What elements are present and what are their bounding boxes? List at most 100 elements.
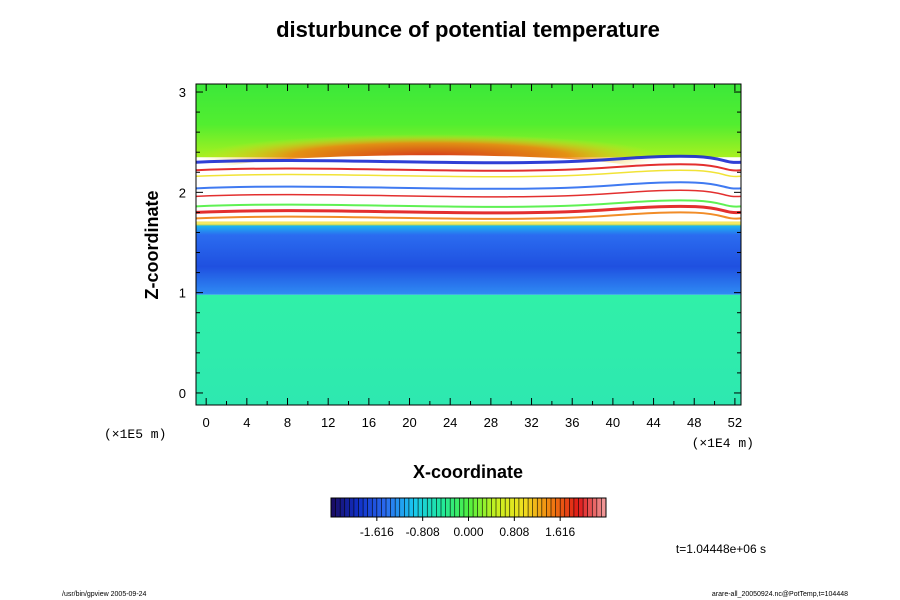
colorbar-cell <box>569 498 575 517</box>
y-tick-label: 2 <box>179 185 186 200</box>
colorbar-cell <box>335 498 341 517</box>
colorbar-cell <box>486 498 492 517</box>
colorbar-tick-label: 0.808 <box>499 525 529 539</box>
colorbar-tick-label: -1.616 <box>360 525 394 539</box>
colorbar-cell <box>477 498 483 517</box>
colorbar-cell <box>601 498 607 517</box>
colorbar-cell <box>413 498 419 517</box>
colorbar-cell <box>500 498 506 517</box>
disturbance-streak <box>195 211 742 220</box>
x-tick-label: 24 <box>443 415 457 430</box>
x-tick-label: 36 <box>565 415 579 430</box>
chart-title: disturbunce of potential temperature <box>276 17 660 42</box>
x-tick-label: 4 <box>243 415 250 430</box>
colorbar-cell <box>363 498 368 517</box>
colorbar-cell <box>349 498 355 517</box>
colorbar-cell <box>537 498 543 517</box>
colorbar-cell <box>353 498 359 517</box>
colorbar-cell <box>367 498 373 517</box>
x-tick-label: 44 <box>646 415 660 430</box>
colorbar-cell <box>541 498 547 517</box>
colorbar-cell <box>491 498 497 517</box>
colorbar-tick-label: -0.808 <box>406 525 440 539</box>
interface-layer <box>196 221 741 226</box>
plot-frame <box>195 83 742 406</box>
y-tick-label: 0 <box>179 386 186 401</box>
x-tick-label: 0 <box>203 415 210 430</box>
colorbar-cell <box>372 498 378 517</box>
colorbar-cell <box>551 498 556 517</box>
colorbar-cell <box>344 498 350 517</box>
x-tick-label: 20 <box>402 415 416 430</box>
colorbar-cell <box>596 498 602 517</box>
colorbar-cell <box>399 498 405 517</box>
colorbar-cell <box>427 498 433 517</box>
y-tick-label: 1 <box>179 286 186 301</box>
colorbar-cell <box>583 498 588 517</box>
colorbar-cell <box>592 498 598 517</box>
colorbar <box>330 497 607 518</box>
colorbar-cell <box>450 498 456 517</box>
disturbance-streak <box>195 181 742 190</box>
colorbar-cell <box>532 498 538 517</box>
x-tick-label: 40 <box>606 415 620 430</box>
colorbar-cell <box>459 498 465 517</box>
colorbar-cell <box>441 498 446 517</box>
colorbar-cell <box>445 498 451 517</box>
x-tick-label: 28 <box>484 415 498 430</box>
colorbar-cell <box>358 498 364 517</box>
colorbar-cell <box>436 498 442 517</box>
y-axis-label: Z-coordinate <box>142 190 162 299</box>
colorbar-cell <box>340 498 346 517</box>
x-axis: 0 4 8 12 16 20 24 28 32 36 40 44 48 52 <box>203 84 742 430</box>
colorbar-cell <box>514 498 520 517</box>
footer-left-note: /usr/bin/gpview 2005-09-24 <box>62 591 147 598</box>
x-tick-label: 16 <box>362 415 376 430</box>
colorbar-cell <box>509 498 515 517</box>
y-tick-label: 3 <box>179 85 186 100</box>
x-tick-label: 32 <box>524 415 538 430</box>
colorbar-cell <box>560 498 566 517</box>
colorbar-cell <box>390 498 396 517</box>
colorbar-cell <box>578 498 584 517</box>
x-unit-label: (×1E4 m) <box>692 436 754 451</box>
x-tick-label: 8 <box>284 415 291 430</box>
x-tick-label: 52 <box>728 415 742 430</box>
colorbar-cell <box>331 498 336 517</box>
y-unit-label: (×1E5 m) <box>104 427 166 442</box>
footer-right-note: arare-all_20050924.nc@PotTemp,t=104448 <box>712 591 848 598</box>
disturbance-streak <box>195 189 742 198</box>
disturbance-streak <box>195 199 742 208</box>
colorbar-cell <box>454 498 460 517</box>
colorbar-cell <box>463 498 469 517</box>
colorbar-cell <box>376 498 382 517</box>
colorbar-cell <box>555 498 561 517</box>
time-label: t=1.04448e+06 s <box>676 542 766 556</box>
colorbar-cell <box>482 498 488 517</box>
colorbar-cell <box>408 498 414 517</box>
colorbar-cell <box>528 498 533 517</box>
colorbar-cell <box>431 498 437 517</box>
colorbar-tick-label: 0.000 <box>453 525 483 539</box>
colorbar-cell <box>468 498 474 517</box>
y-axis: 0 1 2 3 <box>179 85 741 401</box>
x-tick-label: 12 <box>321 415 335 430</box>
disturbance-streak <box>195 204 742 215</box>
x-axis-label: X-coordinate <box>413 462 523 482</box>
colorbar-cell <box>564 498 570 517</box>
colorbar-cell <box>496 498 501 517</box>
field-band <box>196 294 741 405</box>
colorbar-tick-label: 1.616 <box>545 525 575 539</box>
colorbar-cell <box>386 498 391 517</box>
colorbar-cell <box>473 498 478 517</box>
colorbar-cell <box>418 498 423 517</box>
colorbar-cell <box>422 498 428 517</box>
field-band <box>196 224 741 295</box>
colorbar-cell <box>404 498 410 517</box>
plot-area <box>195 83 742 406</box>
x-tick-label: 48 <box>687 415 701 430</box>
colorbar-cell <box>395 498 401 517</box>
colorbar-cell <box>523 498 529 517</box>
colorbar-cell <box>573 498 579 517</box>
